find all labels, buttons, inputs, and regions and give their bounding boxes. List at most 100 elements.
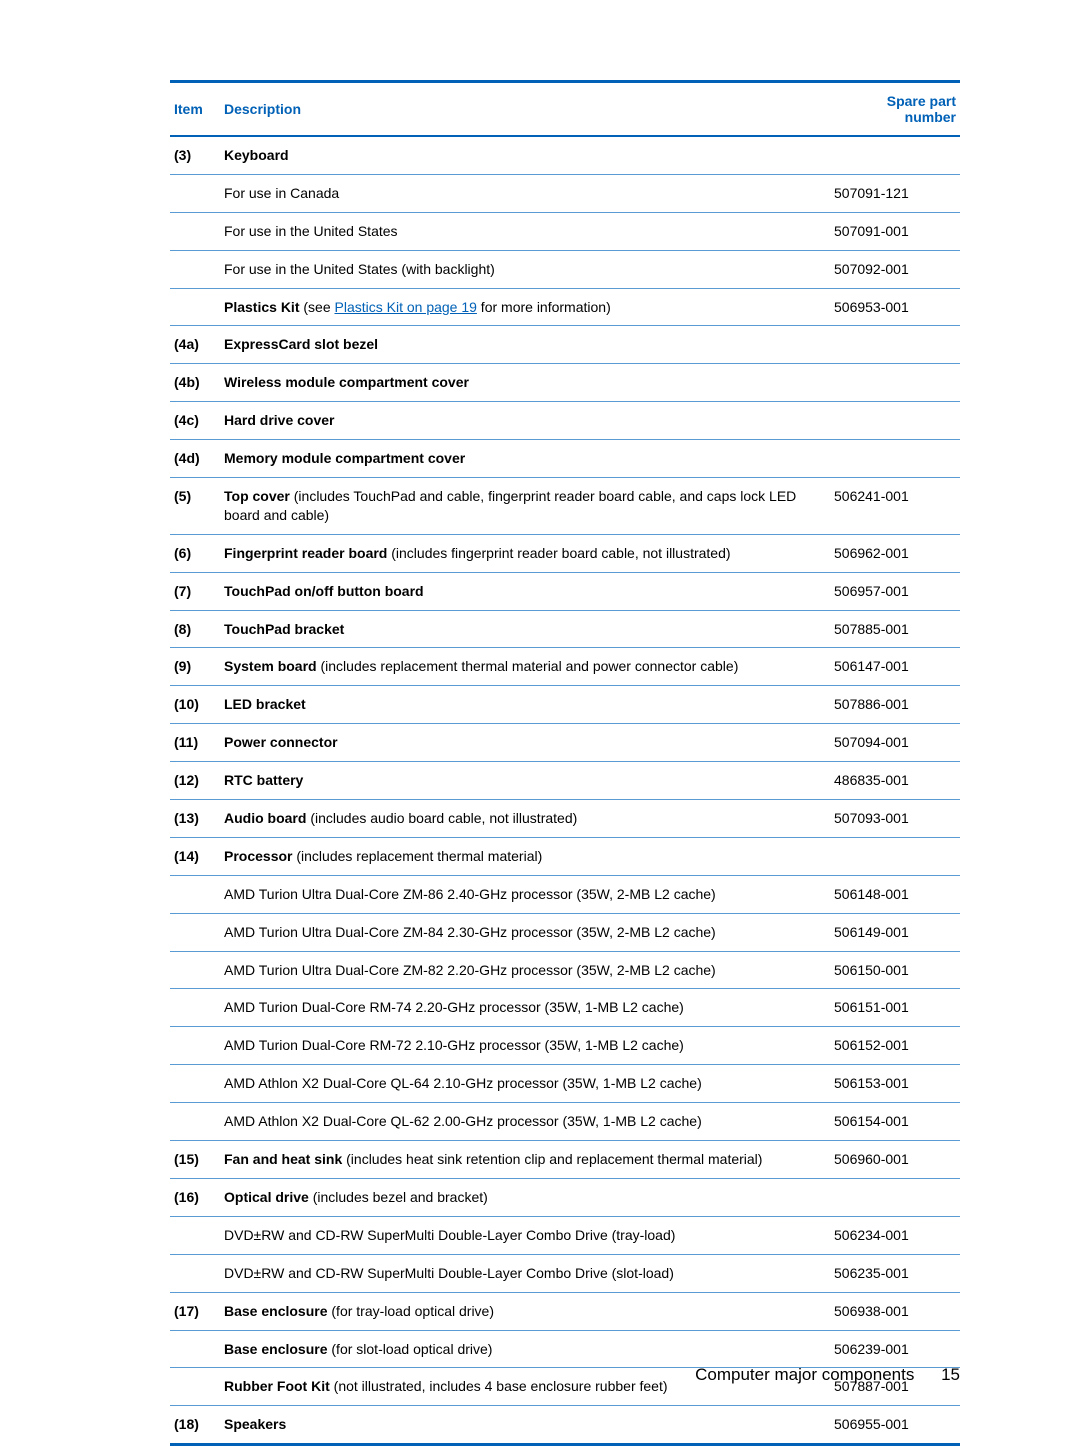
cell-description: Memory module compartment cover	[220, 440, 830, 478]
table-row: (14)Processor (includes replacement ther…	[170, 837, 960, 875]
description-text: (see	[299, 299, 334, 315]
description-text: AMD Turion Ultra Dual-Core ZM-84 2.30-GH…	[224, 924, 716, 940]
description-text: Hard drive cover	[224, 412, 335, 428]
cell-item	[170, 174, 220, 212]
cell-item	[170, 1330, 220, 1368]
cell-item: (3)	[170, 136, 220, 174]
cell-part-number: 506235-001	[830, 1254, 960, 1292]
cell-item	[170, 212, 220, 250]
description-text: For use in the United States	[224, 223, 398, 239]
description-text: TouchPad bracket	[224, 621, 344, 637]
description-text: Plastics Kit	[224, 299, 299, 315]
table-row: (4b)Wireless module compartment cover	[170, 364, 960, 402]
cell-description: LED bracket	[220, 686, 830, 724]
description-text: Processor	[224, 848, 292, 864]
table-header-row: Item Description Spare part number	[170, 82, 960, 137]
description-link[interactable]: Plastics Kit on page 19	[335, 299, 477, 315]
table-row: (5)Top cover (includes TouchPad and cabl…	[170, 478, 960, 535]
description-text: Fingerprint reader board	[224, 545, 387, 561]
table-row: (17)Base enclosure (for tray-load optica…	[170, 1292, 960, 1330]
cell-item	[170, 951, 220, 989]
description-text: AMD Turion Ultra Dual-Core ZM-82 2.20-GH…	[224, 962, 716, 978]
cell-description: Optical drive (includes bezel and bracke…	[220, 1178, 830, 1216]
table-row: (4d)Memory module compartment cover	[170, 440, 960, 478]
parts-table: Item Description Spare part number (3)Ke…	[170, 80, 960, 1446]
cell-part-number: 507091-121	[830, 174, 960, 212]
table-row: (6)Fingerprint reader board (includes fi…	[170, 534, 960, 572]
cell-item	[170, 1103, 220, 1141]
cell-description: ExpressCard slot bezel	[220, 326, 830, 364]
cell-item: (5)	[170, 478, 220, 535]
cell-item: (12)	[170, 762, 220, 800]
description-text: LED bracket	[224, 696, 306, 712]
table-row: Base enclosure (for slot-load optical dr…	[170, 1330, 960, 1368]
table-row: (9)System board (includes replacement th…	[170, 648, 960, 686]
cell-description: Wireless module compartment cover	[220, 364, 830, 402]
description-text: Power connector	[224, 734, 338, 750]
cell-description: AMD Turion Ultra Dual-Core ZM-86 2.40-GH…	[220, 875, 830, 913]
description-text: RTC battery	[224, 772, 303, 788]
cell-part-number: 506241-001	[830, 478, 960, 535]
cell-part-number: 506154-001	[830, 1103, 960, 1141]
description-text: AMD Turion Ultra Dual-Core ZM-86 2.40-GH…	[224, 886, 716, 902]
description-text: (includes bezel and bracket)	[309, 1189, 488, 1205]
cell-description: AMD Turion Dual-Core RM-74 2.20-GHz proc…	[220, 989, 830, 1027]
cell-description: Fan and heat sink (includes heat sink re…	[220, 1141, 830, 1179]
cell-item	[170, 913, 220, 951]
table-row: For use in Canada507091-121	[170, 174, 960, 212]
cell-description: DVD±RW and CD-RW SuperMulti Double-Layer…	[220, 1216, 830, 1254]
cell-description: Base enclosure (for tray-load optical dr…	[220, 1292, 830, 1330]
cell-part-number: 507091-001	[830, 212, 960, 250]
page-footer: Computer major components 15	[695, 1365, 960, 1385]
cell-part-number: 507093-001	[830, 800, 960, 838]
cell-item: (4c)	[170, 402, 220, 440]
description-text: ExpressCard slot bezel	[224, 336, 378, 352]
cell-item: (4d)	[170, 440, 220, 478]
cell-description: Processor (includes replacement thermal …	[220, 837, 830, 875]
cell-item	[170, 989, 220, 1027]
description-text: (includes heat sink retention clip and r…	[342, 1151, 762, 1167]
cell-part-number: 506962-001	[830, 534, 960, 572]
description-text: AMD Athlon X2 Dual-Core QL-64 2.10-GHz p…	[224, 1075, 702, 1091]
cell-description: Power connector	[220, 724, 830, 762]
table-row: AMD Athlon X2 Dual-Core QL-64 2.10-GHz p…	[170, 1065, 960, 1103]
cell-description: TouchPad on/off button board	[220, 572, 830, 610]
cell-part-number: 506957-001	[830, 572, 960, 610]
description-text: Speakers	[224, 1416, 286, 1432]
cell-description: For use in the United States	[220, 212, 830, 250]
cell-description: Top cover (includes TouchPad and cable, …	[220, 478, 830, 535]
cell-item: (10)	[170, 686, 220, 724]
cell-item: (7)	[170, 572, 220, 610]
table-row: For use in the United States 507091-001	[170, 212, 960, 250]
description-text: (for slot-load optical drive)	[328, 1341, 493, 1357]
cell-description: AMD Turion Ultra Dual-Core ZM-84 2.30-GH…	[220, 913, 830, 951]
cell-part-number: 506960-001	[830, 1141, 960, 1179]
description-text: Top cover	[224, 488, 290, 504]
cell-item: (8)	[170, 610, 220, 648]
cell-description: Base enclosure (for slot-load optical dr…	[220, 1330, 830, 1368]
cell-part-number: 506955-001	[830, 1406, 960, 1445]
description-text: for more information)	[477, 299, 611, 315]
cell-item	[170, 1368, 220, 1406]
cell-part-number: 507092-001	[830, 250, 960, 288]
cell-description: Speakers	[220, 1406, 830, 1445]
cell-description: AMD Turion Ultra Dual-Core ZM-82 2.20-GH…	[220, 951, 830, 989]
table-row: (8)TouchPad bracket 507885-001	[170, 610, 960, 648]
cell-part-number	[830, 364, 960, 402]
description-text: Fan and heat sink	[224, 1151, 342, 1167]
cell-part-number: 506148-001	[830, 875, 960, 913]
description-text: Base enclosure	[224, 1303, 328, 1319]
description-text: DVD±RW and CD-RW SuperMulti Double-Layer…	[224, 1265, 674, 1281]
cell-description: Audio board (includes audio board cable,…	[220, 800, 830, 838]
table-row: AMD Turion Ultra Dual-Core ZM-86 2.40-GH…	[170, 875, 960, 913]
cell-description: TouchPad bracket	[220, 610, 830, 648]
description-text: AMD Turion Dual-Core RM-72 2.10-GHz proc…	[224, 1037, 684, 1053]
table-row: Plastics Kit (see Plastics Kit on page 1…	[170, 288, 960, 326]
description-text: (includes TouchPad and cable, fingerprin…	[224, 488, 796, 523]
cell-item: (4b)	[170, 364, 220, 402]
table-row: (10)LED bracket507886-001	[170, 686, 960, 724]
description-text: Keyboard	[224, 147, 289, 163]
cell-part-number: 507885-001	[830, 610, 960, 648]
description-text: DVD±RW and CD-RW SuperMulti Double-Layer…	[224, 1227, 675, 1243]
description-text: (includes replacement thermal material a…	[317, 658, 739, 674]
